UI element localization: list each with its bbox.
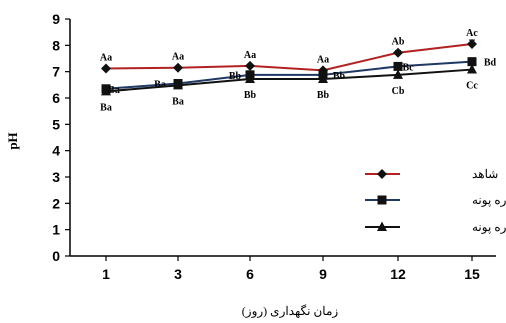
data-label: Aa (317, 54, 329, 65)
data-label: Ba (100, 102, 112, 113)
series-line (105, 68, 473, 93)
data-point (467, 39, 477, 50)
x-tick-label: 6 (246, 266, 254, 282)
legend-label: ۲ ٪ عصاره پونه (472, 193, 506, 207)
data-label: Cb (392, 86, 405, 97)
data-label: Ba (154, 80, 166, 91)
data-label: Cc (466, 81, 478, 92)
y-tick-label: 6 (52, 90, 60, 106)
data-label: Ba (172, 96, 184, 107)
data-point (393, 61, 403, 71)
data-point (467, 57, 477, 67)
y-tick-label: 2 (52, 195, 60, 211)
data-label: Aa (100, 53, 112, 64)
data-label: Bc (402, 62, 414, 73)
y-tick-label: 8 (52, 37, 60, 53)
data-point (245, 73, 255, 84)
x-tick-label: 9 (319, 266, 327, 282)
data-label: Bb (244, 90, 257, 101)
data-point (101, 85, 111, 96)
y-axis-title: pH (5, 132, 20, 149)
data-point (467, 64, 477, 74)
legend-item-2: ۲ ٪ عصاره پونه (365, 193, 506, 207)
series-line (105, 60, 473, 90)
data-label: Bb (317, 90, 330, 101)
x-tick-label: 1 (102, 266, 110, 282)
data-label: Bd (484, 58, 497, 69)
legend: شاهد ۲ ٪ عصاره پونه ۴ ٪ عصاره پونه (365, 167, 506, 234)
series-1: Aa Aa Aa Aa Ab Ac (100, 28, 478, 76)
legend-marker (377, 169, 387, 179)
x-tick-label: 15 (464, 266, 480, 282)
legend-label: شاهد (472, 167, 498, 181)
y-tick-label: 7 (52, 64, 60, 80)
y-tick-label: 3 (52, 169, 60, 185)
data-point (393, 69, 403, 79)
x-tick-label: 3 (174, 266, 182, 282)
y-tick-label: 5 (52, 116, 60, 132)
legend-marker (377, 195, 387, 205)
y-tick-label: 0 (52, 248, 60, 264)
data-label: Ac (466, 28, 478, 39)
x-axis-title: زمان نگهداری (روز) (242, 304, 339, 318)
legend-item-1: شاهد (365, 167, 498, 181)
y-tick-label: 4 (52, 143, 60, 159)
data-label: Bb (333, 71, 346, 82)
y-axis-title-group: pH (5, 132, 20, 149)
data-label: Ab (392, 37, 405, 48)
series-line (105, 43, 473, 72)
y-tick-label: 1 (52, 222, 60, 238)
y-tick-label: 9 (52, 11, 60, 27)
data-label: Aa (244, 50, 256, 61)
legend-marker (377, 221, 387, 231)
legend-item-3: ۴ ٪ عصاره پونه (365, 220, 506, 234)
data-point (245, 60, 255, 71)
data-label: Aa (172, 52, 184, 63)
data-point (393, 47, 403, 58)
data-point (101, 63, 111, 74)
data-point (173, 62, 183, 73)
data-point (318, 73, 328, 84)
data-label: Bb (229, 71, 242, 82)
data-point (173, 79, 183, 90)
legend-label: ۴ ٪ عصاره پونه (472, 220, 506, 234)
x-tick-label: 12 (390, 266, 406, 282)
